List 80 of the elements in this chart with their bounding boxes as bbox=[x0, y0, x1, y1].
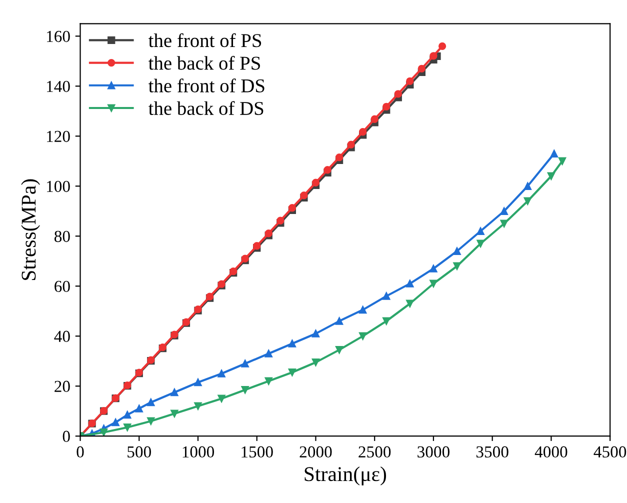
point bbox=[124, 424, 132, 432]
legend-label: the back of DS bbox=[148, 101, 264, 116]
point bbox=[359, 306, 367, 314]
point bbox=[170, 388, 178, 396]
point bbox=[406, 77, 414, 85]
point bbox=[312, 178, 320, 186]
point bbox=[476, 227, 484, 235]
point bbox=[430, 264, 438, 272]
x-tick-label: 3500 bbox=[476, 446, 508, 458]
y-tick-label: 60 bbox=[54, 280, 70, 292]
point bbox=[288, 368, 296, 376]
x-tick-label: 0 bbox=[76, 446, 84, 458]
point bbox=[430, 280, 438, 288]
point bbox=[112, 418, 120, 426]
point bbox=[453, 247, 461, 255]
y-tick-label: 0 bbox=[62, 430, 70, 442]
y-tick-label: 20 bbox=[54, 380, 70, 392]
point bbox=[335, 346, 344, 354]
point bbox=[335, 154, 344, 162]
point bbox=[100, 428, 108, 436]
point bbox=[430, 52, 438, 60]
point bbox=[241, 360, 249, 368]
x-tick-label: 2000 bbox=[300, 446, 332, 458]
point bbox=[264, 350, 272, 358]
point bbox=[347, 140, 355, 148]
point bbox=[382, 102, 390, 110]
point bbox=[558, 157, 566, 165]
y-tick-label: 140 bbox=[47, 80, 70, 92]
point bbox=[324, 166, 332, 174]
point bbox=[524, 182, 532, 190]
point bbox=[135, 404, 143, 412]
point bbox=[418, 64, 426, 72]
point bbox=[241, 386, 249, 394]
legend-label: the front of PS bbox=[148, 33, 262, 48]
x-tick-label: 2500 bbox=[358, 446, 391, 458]
point bbox=[170, 410, 178, 418]
point bbox=[147, 417, 155, 425]
point bbox=[476, 240, 484, 248]
point bbox=[124, 411, 132, 419]
point bbox=[359, 332, 367, 340]
point bbox=[524, 197, 532, 205]
point bbox=[453, 262, 461, 270]
y-tick-label: 160 bbox=[47, 30, 70, 42]
point bbox=[382, 317, 390, 325]
x-axis-title: Strain(με) bbox=[304, 466, 386, 486]
point bbox=[394, 90, 402, 98]
x-tick-label: 4500 bbox=[594, 446, 626, 458]
point bbox=[276, 216, 284, 224]
point bbox=[438, 42, 446, 50]
point bbox=[406, 280, 414, 288]
point bbox=[147, 398, 155, 406]
point bbox=[194, 378, 202, 386]
point bbox=[359, 128, 367, 136]
point bbox=[370, 115, 378, 123]
point bbox=[218, 394, 226, 402]
point bbox=[288, 340, 296, 348]
point bbox=[547, 172, 556, 180]
point bbox=[382, 292, 390, 300]
y-tick-label: 100 bbox=[47, 180, 70, 192]
point bbox=[264, 377, 272, 385]
y-axis-title: Stress(MPa) bbox=[21, 179, 40, 280]
point bbox=[500, 207, 508, 215]
point bbox=[312, 358, 320, 366]
y-tick-label: 80 bbox=[54, 230, 70, 242]
point bbox=[500, 220, 508, 228]
point bbox=[406, 300, 414, 308]
point bbox=[312, 330, 320, 338]
x-tick-label: 3000 bbox=[418, 446, 450, 458]
point bbox=[218, 370, 226, 378]
point bbox=[194, 402, 202, 410]
y-tick-label: 120 bbox=[47, 130, 70, 142]
x-tick-label: 1000 bbox=[182, 446, 214, 458]
point bbox=[550, 150, 558, 158]
point bbox=[335, 317, 344, 325]
legend-label: the back of PS bbox=[148, 56, 260, 70]
x-tick-label: 1500 bbox=[242, 446, 273, 458]
y-tick-label: 40 bbox=[54, 330, 70, 342]
x-tick-label: 4000 bbox=[534, 446, 568, 458]
legend-label: the front of DS bbox=[148, 78, 264, 92]
x-tick-label: 500 bbox=[128, 446, 151, 458]
